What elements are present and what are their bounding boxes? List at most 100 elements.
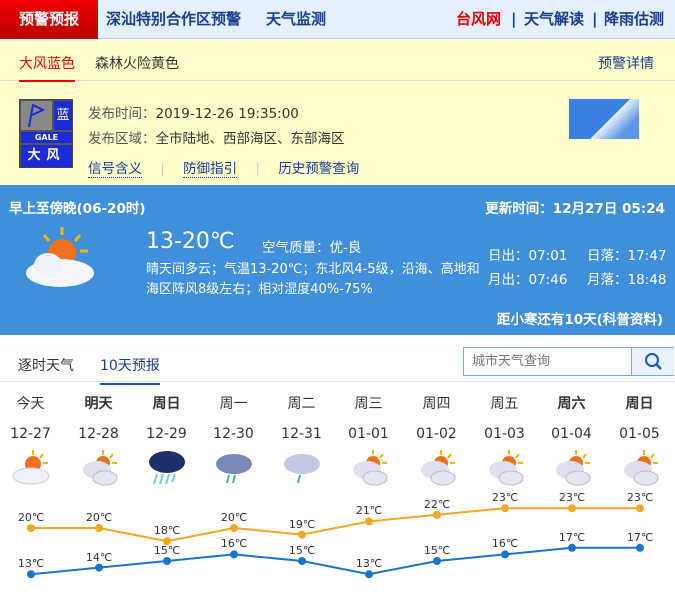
air-quality: 空气质量：优-良 bbox=[262, 240, 362, 256]
forecast-day: 周五 01-03 bbox=[471, 393, 538, 492]
low-point bbox=[365, 570, 373, 579]
signal-meaning-link[interactable]: 信号含义 bbox=[88, 161, 142, 178]
high-point bbox=[636, 504, 644, 513]
high-point bbox=[568, 504, 576, 513]
low-point bbox=[298, 557, 306, 565]
high-temp-label: 20℃ bbox=[220, 511, 248, 524]
solar-term-link[interactable]: 距小寒还有10天(科普资料) bbox=[496, 312, 663, 328]
nav-rain-estimate[interactable]: 降雨估测 bbox=[604, 10, 665, 28]
date-label: 01-02 bbox=[416, 426, 457, 442]
low-temp-label: 16℃ bbox=[491, 537, 519, 551]
nav-weather-analysis[interactable]: 天气解读 bbox=[524, 10, 585, 28]
forecast-day: 周日 12-29 bbox=[133, 393, 200, 492]
low-point bbox=[27, 570, 35, 579]
forecast-tabs: 逐时天气 10天预报 bbox=[0, 335, 675, 385]
today-weather-panel: 早上至傍晚(06-20时) 更新时间：12月27日 05:24 13-20℃ 空… bbox=[0, 185, 675, 335]
forecast-day: 周四 01-02 bbox=[403, 393, 470, 492]
nav-weather-monitor[interactable]: 天气监测 bbox=[266, 10, 327, 28]
day-label: 周四 bbox=[422, 396, 451, 412]
high-temp-label: 20℃ bbox=[17, 511, 45, 524]
divider: | bbox=[592, 10, 598, 28]
tab-forest-fire-yellow[interactable]: 森林火险黄色 bbox=[95, 56, 179, 72]
high-temp-label: 23℃ bbox=[558, 491, 586, 505]
low-point bbox=[501, 550, 509, 559]
warning-panel: 大风蓝色 森林火险黄色 预警详情 蓝 GALE 大风 发布时间：2019-12-… bbox=[0, 40, 675, 185]
low-temp-label: 13℃ bbox=[17, 557, 45, 571]
flag-icon bbox=[21, 101, 52, 130]
high-point bbox=[501, 504, 509, 513]
partly-cloudy-icon bbox=[82, 450, 117, 486]
date-label: 12-27 bbox=[10, 426, 51, 442]
date-label: 12-29 bbox=[146, 426, 187, 442]
high-point bbox=[163, 537, 171, 546]
warning-map-thumbnail[interactable] bbox=[569, 99, 639, 139]
low-point bbox=[95, 563, 103, 572]
high-temp-label: 18℃ bbox=[153, 524, 181, 538]
badge-name: 大风 bbox=[21, 145, 72, 167]
city-search-input[interactable] bbox=[464, 348, 630, 375]
day-label: 明天 bbox=[84, 396, 113, 412]
high-temp-label: 22℃ bbox=[423, 497, 451, 511]
search-icon bbox=[645, 353, 662, 370]
forecast-day: 周日 01-05 bbox=[606, 393, 673, 492]
partly-cloudy-icon bbox=[555, 450, 590, 486]
sunrise: 日出：07:01 bbox=[488, 248, 568, 264]
divider: | bbox=[160, 161, 165, 177]
sunny-cloudy-icon bbox=[12, 450, 49, 485]
day-label: 今天 bbox=[16, 396, 45, 412]
tab-hourly[interactable]: 逐时天气 bbox=[18, 358, 74, 374]
high-temp-label: 19℃ bbox=[288, 517, 316, 531]
issue-area: 发布区域：全市陆地、西部海区、东部海区 bbox=[88, 131, 345, 147]
light-rain-icon bbox=[283, 454, 320, 484]
update-time: 更新时间：12月27日 05:24 bbox=[485, 201, 665, 217]
low-point bbox=[230, 550, 238, 559]
high-temp-label: 21℃ bbox=[355, 504, 383, 518]
low-temp-label: 15℃ bbox=[153, 544, 181, 557]
forecast-day: 周一 12-30 bbox=[200, 393, 267, 492]
sunset: 日落：17:47 bbox=[587, 248, 667, 264]
high-point bbox=[95, 524, 103, 532]
low-point bbox=[636, 543, 644, 552]
nav-warning-forecast[interactable]: 预警预报 bbox=[0, 0, 98, 39]
high-point bbox=[298, 530, 306, 539]
nav-shenshan[interactable]: 深汕特别合作区预警 bbox=[106, 10, 242, 28]
date-label: 01-01 bbox=[348, 426, 389, 442]
date-label: 01-05 bbox=[619, 426, 660, 442]
low-line bbox=[30, 546, 640, 576]
day-label: 周日 bbox=[152, 396, 181, 412]
day-label: 周三 bbox=[354, 396, 383, 412]
badge-level: 蓝 bbox=[54, 101, 72, 130]
low-temp-label: 17℃ bbox=[558, 530, 586, 544]
forecast-day: 周六 01-04 bbox=[538, 393, 605, 492]
temp-range: 13-20℃ bbox=[146, 229, 235, 254]
forecast-day: 周二 12-31 bbox=[268, 393, 335, 492]
defense-guide-link[interactable]: 防御指引 bbox=[183, 161, 238, 178]
tab-gale-blue[interactable]: 大风蓝色 bbox=[19, 53, 75, 82]
day-label: 周二 bbox=[287, 396, 316, 412]
high-temp-label: 23℃ bbox=[491, 491, 519, 505]
high-temp-label: 20℃ bbox=[85, 511, 113, 524]
search-button[interactable] bbox=[631, 348, 674, 375]
weather-description: 晴天间多云；气温13-20℃；东北风4-5级，沿海、高地和海区阵风8级左右；相对… bbox=[146, 262, 480, 297]
moonrise: 月出：07:46 bbox=[488, 272, 568, 288]
partly-cloudy-icon bbox=[623, 450, 658, 486]
city-search bbox=[463, 347, 674, 376]
day-label: 周五 bbox=[490, 396, 519, 412]
history-query-link[interactable]: 历史预警查询 bbox=[278, 161, 360, 177]
nav-typhoon[interactable]: 台风网 bbox=[456, 10, 502, 28]
low-temp-label: 14℃ bbox=[85, 550, 113, 564]
tab-10day[interactable]: 10天预报 bbox=[100, 355, 160, 385]
low-temp-label: 17℃ bbox=[626, 530, 654, 544]
badge-en: GALE bbox=[21, 132, 72, 143]
low-temp-label: 15℃ bbox=[288, 544, 316, 557]
low-temp-label: 16℃ bbox=[220, 537, 248, 551]
low-temp-label: 13℃ bbox=[355, 557, 383, 571]
top-nav: 预警预报 深汕特别合作区预警 天气监测 台风网 | 天气解读 | 降雨估测 bbox=[0, 0, 675, 39]
day-label: 周六 bbox=[557, 396, 586, 412]
date-label: 12-28 bbox=[78, 426, 119, 442]
partly-cloudy-icon bbox=[420, 450, 455, 486]
low-point bbox=[163, 557, 171, 565]
date-label: 01-04 bbox=[551, 426, 592, 442]
high-point bbox=[365, 517, 373, 526]
warning-detail-link[interactable]: 预警详情 bbox=[598, 56, 654, 72]
